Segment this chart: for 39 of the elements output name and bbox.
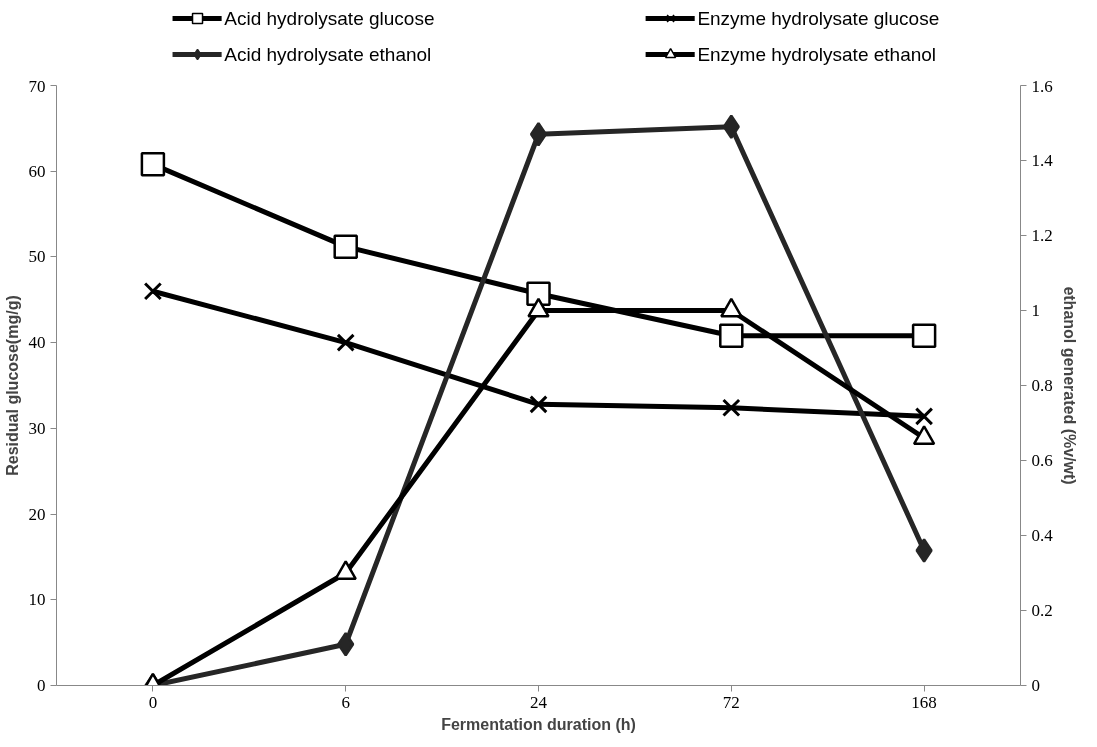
- y-tick-label: 30: [28, 418, 46, 438]
- y2-tick-label: 0.8: [1031, 376, 1053, 395]
- x-tick-label: 168: [911, 692, 937, 712]
- y2-tick-label: 1: [1031, 301, 1040, 320]
- x-tick-label: 0: [148, 692, 158, 712]
- point: [140, 152, 166, 177]
- x-tick-label: 6: [341, 692, 350, 712]
- y2-tick-label: 1.6: [1031, 76, 1053, 96]
- y2-tick-label: 0.4: [1031, 526, 1054, 545]
- point: [333, 234, 358, 259]
- x-tick-label: 24: [530, 692, 548, 712]
- y-tick-label: 60: [28, 161, 46, 181]
- y2-tick-label: 0.2: [1031, 601, 1053, 620]
- point: [914, 407, 934, 426]
- x-tick-label: 72: [722, 692, 740, 712]
- y-tick-label: 40: [28, 333, 46, 353]
- point: [722, 398, 741, 418]
- y2-tick-label: 1.4: [1031, 151, 1054, 170]
- point: [529, 395, 548, 414]
- point: [911, 323, 937, 349]
- point: [719, 323, 744, 349]
- legend-label: Acid hydrolysate glucose: [224, 8, 435, 29]
- point: [526, 281, 551, 307]
- legend-label: Enzyme hydrolysate glucose: [697, 8, 940, 29]
- x-axis-title: Fermentation duration (h): [441, 715, 636, 733]
- y-tick-label: 70: [28, 76, 46, 96]
- legend-label: Acid hydrolysate ethanol: [224, 44, 432, 65]
- y2-tick-label: 0: [1031, 676, 1040, 695]
- y-tick-label: 10: [28, 590, 46, 610]
- legend-label: Enzyme hydrolysate ethanol: [697, 44, 937, 65]
- y-tick-label: 0: [37, 676, 46, 695]
- y2-tick-label: 1.2: [1031, 226, 1053, 245]
- y-tick-label: 20: [28, 504, 46, 524]
- point: [336, 333, 355, 352]
- y2-axis-title: ethanol generated (%v/wt): [1060, 286, 1078, 485]
- y2-tick-label: 0.6: [1031, 451, 1053, 470]
- y-tick-label: 50: [28, 247, 46, 267]
- y-axis-title: Residual glucose(mg/g): [3, 295, 21, 476]
- point: [143, 281, 163, 301]
